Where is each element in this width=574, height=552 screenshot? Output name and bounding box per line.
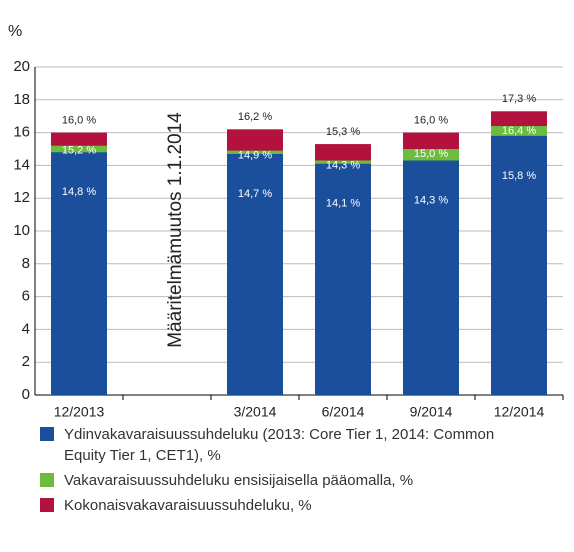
- chart: % 0 2 4 6 8 10 12 14 16 18 20 12/2013 3/2014 6/2014 9/…: [8, 23, 564, 420]
- legend-swatch: [40, 427, 54, 441]
- y-tick-label: 10: [13, 222, 30, 239]
- legend-item: Kokonaisvakavaraisuussuhdeluku, %: [40, 495, 560, 516]
- legend-swatch: [40, 498, 54, 512]
- x-tick-label: 12/2013: [54, 404, 105, 420]
- annotation: Määritelmämuutos 1.1.2014: [165, 112, 186, 348]
- value-label: 14,3 %: [326, 159, 360, 171]
- legend-item: Ydinvakavaraisuussuhdeluku (2013: Core T…: [40, 424, 560, 466]
- y-tick-label: 12: [13, 189, 30, 206]
- value-label: 15,8 %: [502, 170, 536, 182]
- value-label: 14,9 %: [238, 150, 272, 162]
- value-label: 17,3 %: [502, 93, 536, 105]
- y-axis-label: %: [8, 23, 22, 40]
- value-label: 14,3 %: [414, 194, 448, 206]
- legend: Ydinvakavaraisuussuhdeluku (2013: Core T…: [40, 424, 560, 520]
- value-label: 16,4 %: [502, 125, 536, 137]
- y-tick-label: 4: [22, 320, 30, 337]
- x-tick-label: 3/2014: [234, 404, 277, 420]
- y-tick-label: 14: [13, 156, 30, 173]
- value-label: 14,7 %: [238, 188, 272, 200]
- bar: [315, 163, 371, 395]
- y-tick-label: 20: [13, 58, 30, 75]
- value-label: 15,0 %: [414, 148, 448, 160]
- y-tick-label: 16: [13, 124, 30, 141]
- legend-label: Vakavaraisuussuhdeluku ensisijaisella pä…: [64, 472, 414, 489]
- x-tick-label: 12/2014: [494, 404, 545, 420]
- y-tick-label: 0: [22, 386, 30, 403]
- value-label: 16,0 %: [62, 115, 96, 127]
- bar: [491, 135, 547, 395]
- y-tick-label: 2: [22, 353, 30, 370]
- x-tick-label: 9/2014: [410, 404, 453, 420]
- legend-swatch: [40, 473, 54, 487]
- value-label: 15,2 %: [62, 145, 96, 157]
- legend-label: Ydinvakavaraisuussuhdeluku (2013: Core T…: [64, 426, 495, 464]
- x-tick-label: 6/2014: [322, 404, 365, 420]
- legend-item: Vakavaraisuussuhdeluku ensisijaisella pä…: [40, 470, 560, 491]
- value-label: 14,8 %: [62, 186, 96, 198]
- value-label: 16,2 %: [238, 111, 272, 123]
- legend-label: Kokonaisvakavaraisuussuhdeluku, %: [64, 497, 312, 514]
- value-label: 15,3 %: [326, 126, 360, 138]
- bar: [403, 160, 459, 395]
- bar: [227, 153, 283, 395]
- value-label: 16,0 %: [414, 115, 448, 127]
- value-label: 14,1 %: [326, 198, 360, 210]
- bar: [51, 152, 107, 395]
- y-tick-label: 6: [22, 288, 30, 305]
- y-tick-label: 18: [13, 91, 30, 108]
- y-tick-label: 8: [22, 255, 30, 272]
